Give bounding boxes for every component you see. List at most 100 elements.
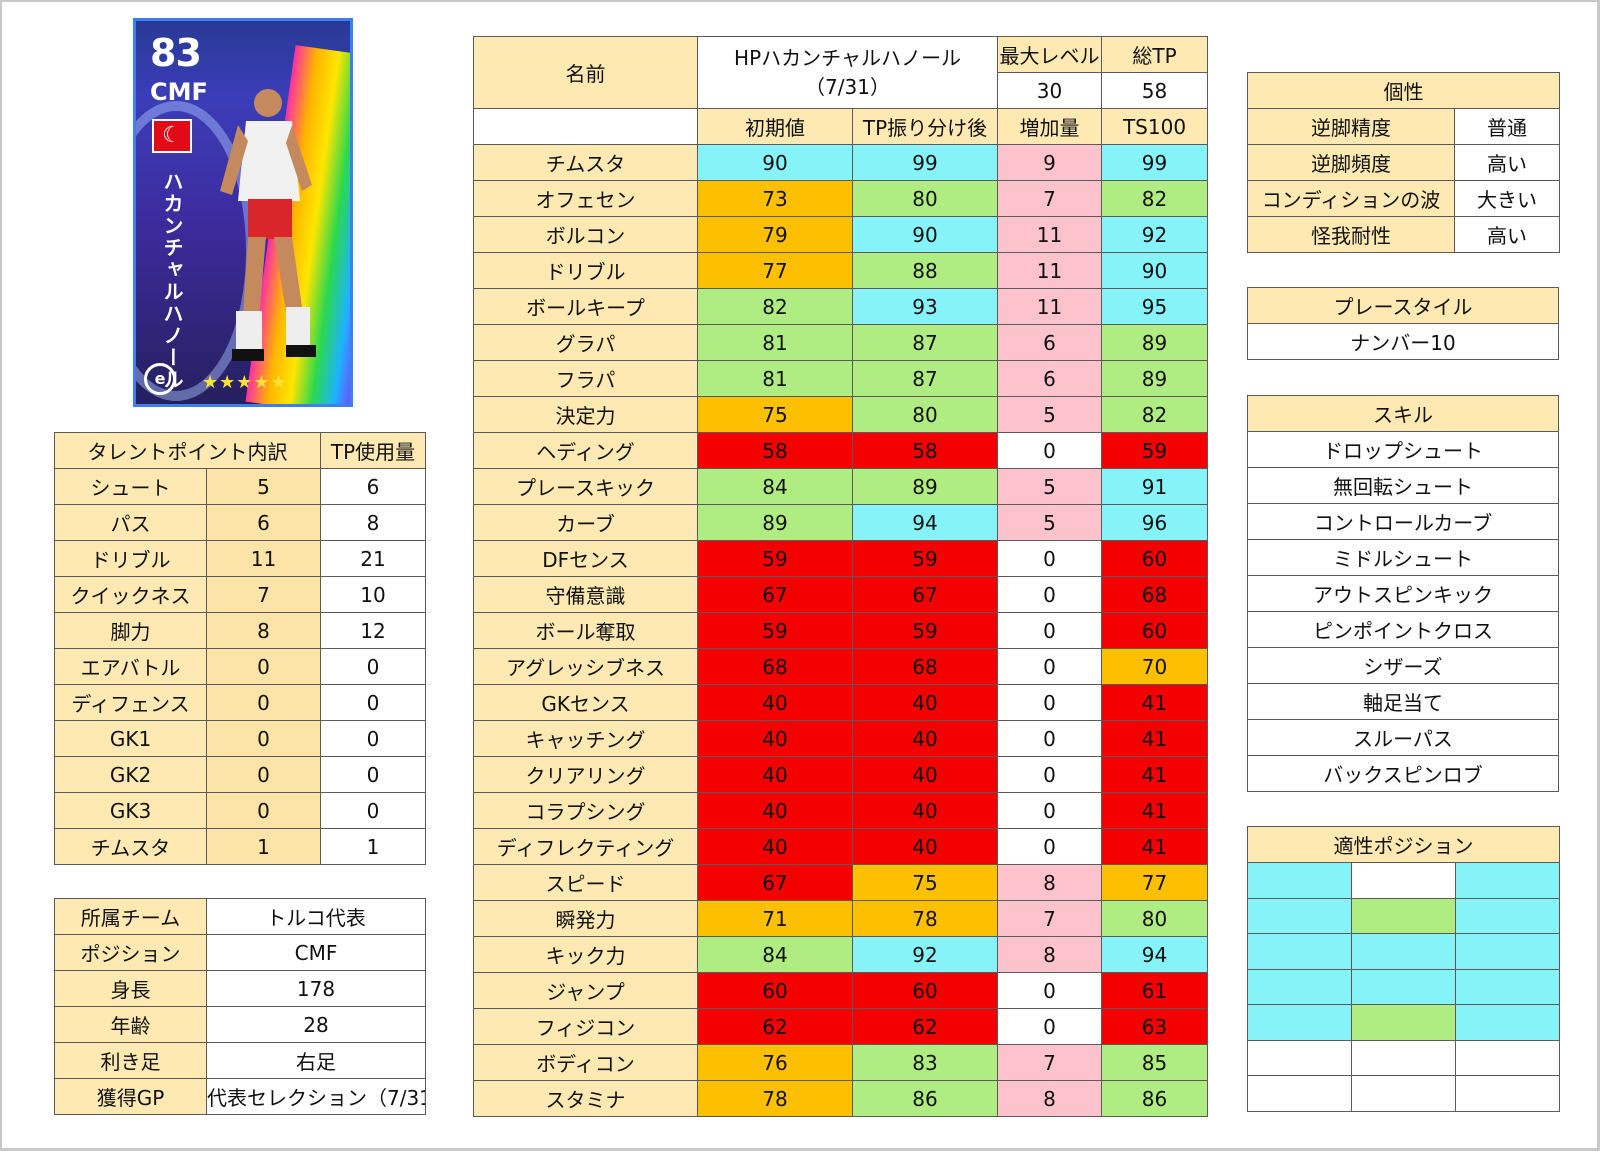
stat-increase-value: 0: [997, 684, 1102, 721]
stat-label: スタミナ: [473, 1080, 698, 1117]
stat-label: クリアリング: [473, 756, 698, 793]
stat-initial-value: 59: [697, 612, 853, 649]
stat-label: フラパ: [473, 360, 698, 397]
skill-item: バックスピンロブ: [1247, 755, 1559, 792]
traits-table: 個性 逆脚精度 普通 逆脚頻度 高い コンディションの波 大きい 怪我耐性 高い: [1247, 72, 1560, 253]
tp-usage-header: TP使用量: [320, 432, 426, 469]
stat-row: プレースキック 84 89 5 91: [473, 468, 1208, 505]
stat-initial-value: 67: [697, 576, 853, 613]
trait-label: 逆脚頻度: [1247, 144, 1455, 181]
info-row: 所属チーム トルコ代表: [54, 898, 426, 935]
stat-row: キャッチング 40 40 0 41: [473, 720, 1208, 757]
stat-row: GKセンス 40 40 0 41: [473, 684, 1208, 721]
stat-label: キャッチング: [473, 720, 698, 757]
stats-table: 名前 HPハカンチャルハノール （7/31） 最大レベル 総TP 30 58 初…: [473, 36, 1208, 1117]
position-cell: [1351, 933, 1456, 970]
skill-row: 軸足当て: [1247, 683, 1559, 720]
skill-item: ドロップシュート: [1247, 431, 1559, 468]
talent-points: 5: [206, 468, 321, 505]
stat-initial-value: 81: [697, 360, 853, 397]
talent-label: エアバトル: [54, 648, 207, 685]
stat-row: ジャンプ 60 60 0 61: [473, 972, 1208, 1009]
talent-usage: 21: [320, 540, 426, 577]
talent-points: 0: [206, 792, 321, 829]
card-rating: 83: [150, 31, 202, 75]
info-value: トルコ代表: [206, 898, 426, 935]
info-row: 身長 178: [54, 970, 426, 1007]
stat-ts100-value: 99: [1101, 144, 1208, 181]
stat-ts100-value: 82: [1101, 180, 1208, 217]
stat-increase-value: 0: [997, 792, 1102, 829]
stat-initial-value: 82: [697, 288, 853, 325]
position-cell: [1455, 897, 1560, 934]
stat-after-tp-value: 40: [852, 828, 998, 865]
traits-header: 個性: [1247, 72, 1560, 109]
info-label: 年齢: [54, 1006, 207, 1043]
col-after-tp-header: TP振り分け後: [852, 108, 998, 145]
stat-label: 決定力: [473, 396, 698, 433]
stat-ts100-value: 41: [1101, 720, 1208, 757]
stat-initial-value: 77: [697, 252, 853, 289]
stat-initial-value: 71: [697, 900, 853, 937]
col-initial-header: 初期値: [697, 108, 853, 145]
stat-ts100-value: 89: [1101, 360, 1208, 397]
card-vertical-name: ハカンチャルハノール: [160, 171, 184, 391]
stat-ts100-value: 80: [1101, 900, 1208, 937]
stat-initial-value: 78: [697, 1080, 853, 1117]
stat-after-tp-value: 99: [852, 144, 998, 181]
talent-row: シュート 5 6: [54, 468, 426, 505]
stat-label: ディフレクティング: [473, 828, 698, 865]
talent-points: 0: [206, 648, 321, 685]
player-card: 83 CMF ☾ ハカンチャルハノール e ★★★★★: [133, 18, 353, 407]
trait-label: 逆脚精度: [1247, 108, 1455, 145]
stat-after-tp-value: 92: [852, 936, 998, 973]
talent-usage: 0: [320, 792, 426, 829]
stat-after-tp-value: 88: [852, 252, 998, 289]
stat-after-tp-value: 80: [852, 180, 998, 217]
stat-row: スピード 67 75 8 77: [473, 864, 1208, 901]
stat-after-tp-value: 40: [852, 792, 998, 829]
stat-after-tp-value: 40: [852, 720, 998, 757]
stat-ts100-value: 91: [1101, 468, 1208, 505]
talent-usage: 6: [320, 468, 426, 505]
stat-increase-value: 5: [997, 504, 1102, 541]
stat-ts100-value: 95: [1101, 288, 1208, 325]
info-row: ポジション CMF: [54, 934, 426, 971]
trait-row: 逆脚頻度 高い: [1247, 144, 1560, 181]
stat-label: チムスタ: [473, 144, 698, 181]
stat-initial-value: 62: [697, 1008, 853, 1045]
stat-label: オフェセン: [473, 180, 698, 217]
talent-points: 6: [206, 504, 321, 541]
stat-initial-value: 90: [697, 144, 853, 181]
stat-ts100-value: 60: [1101, 612, 1208, 649]
stat-row: フラパ 81 87 6 89: [473, 360, 1208, 397]
info-value: 代表セレクション（7/31）ガチャ: [206, 1078, 426, 1115]
stat-row: ボディコン 76 83 7 85: [473, 1044, 1208, 1081]
playstyle-value: ナンバー10: [1247, 323, 1559, 360]
talent-usage: 1: [320, 828, 426, 865]
position-cell: [1247, 1075, 1352, 1112]
stat-row: スタミナ 78 86 8 86: [473, 1080, 1208, 1117]
skill-item: アウトスピンキック: [1247, 575, 1559, 612]
stat-increase-value: 0: [997, 612, 1102, 649]
stat-after-tp-value: 86: [852, 1080, 998, 1117]
talent-points: 1: [206, 828, 321, 865]
stat-label: ドリブル: [473, 252, 698, 289]
position-cell: [1455, 862, 1560, 899]
stat-initial-value: 76: [697, 1044, 853, 1081]
skill-row: シザーズ: [1247, 647, 1559, 684]
skills-header: スキル: [1247, 395, 1559, 432]
talent-usage: 0: [320, 648, 426, 685]
stat-increase-value: 0: [997, 648, 1102, 685]
stat-ts100-value: 94: [1101, 936, 1208, 973]
position-grid-row: [1247, 1039, 1560, 1076]
stat-increase-value: 6: [997, 324, 1102, 361]
info-label: 獲得GP: [54, 1078, 207, 1115]
talent-points: 11: [206, 540, 321, 577]
stat-label: 瞬発力: [473, 900, 698, 937]
skill-row: ミドルシュート: [1247, 539, 1559, 576]
stat-increase-value: 7: [997, 180, 1102, 217]
col-ts100-header: TS100: [1101, 108, 1208, 145]
player-name: HPハカンチャルハノール: [734, 45, 961, 70]
